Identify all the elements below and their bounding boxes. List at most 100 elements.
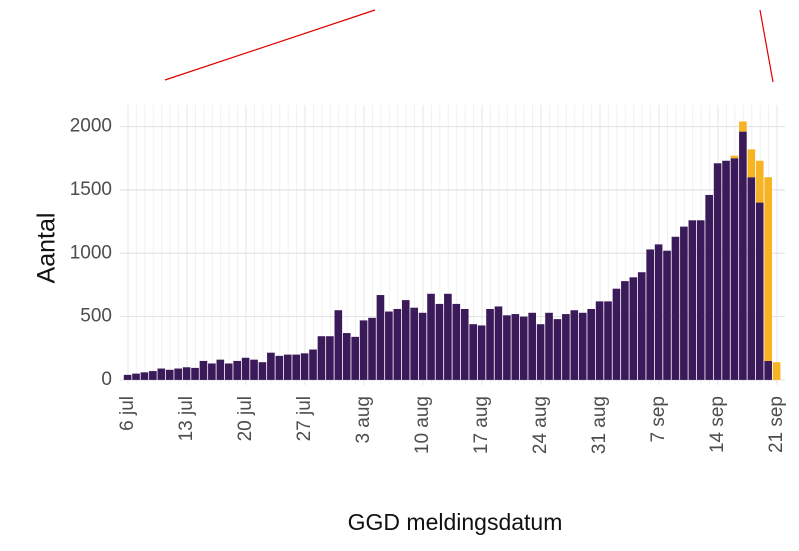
x-tick-label: 31 aug [589, 396, 610, 454]
bar [494, 306, 503, 380]
bar [519, 316, 528, 380]
x-tick-label: 27 jul [294, 396, 315, 441]
bar [326, 336, 334, 380]
labels: 0 500 1000 1500 2000 6 jul 13 jul 20 jul 27 jul 3… [70, 116, 787, 455]
bar [646, 249, 654, 380]
zoom-line [759, 9, 774, 83]
bar [755, 202, 764, 380]
bar [300, 353, 309, 380]
bar [359, 320, 368, 380]
bar [149, 371, 157, 380]
bar [208, 363, 216, 380]
x-tick-label: 6 jul [117, 396, 138, 431]
x-tick-label: 7 sep [648, 396, 669, 442]
bar [764, 177, 772, 361]
bars [123, 121, 781, 380]
bar [562, 314, 570, 380]
bar [258, 362, 267, 380]
bar [696, 220, 705, 380]
bar [680, 226, 688, 380]
zoom-line [164, 9, 376, 81]
bar [224, 363, 233, 380]
bar [739, 131, 747, 380]
bar [342, 333, 351, 380]
bar [418, 312, 427, 380]
bar [629, 277, 638, 380]
y-tick-label: 2000 [70, 116, 112, 137]
bar [351, 336, 359, 380]
bar [157, 368, 166, 380]
bar [578, 312, 587, 380]
bar [637, 272, 646, 380]
bar [511, 314, 520, 380]
bar [604, 301, 612, 380]
bar [182, 367, 191, 380]
bar [275, 355, 284, 380]
bar [191, 367, 199, 380]
bar [713, 163, 722, 380]
bar [435, 303, 444, 380]
y-tick-label: 1000 [70, 242, 112, 263]
bar [587, 308, 595, 380]
bar [368, 317, 376, 380]
bar [503, 315, 511, 380]
y-tick-label: 1500 [70, 179, 112, 200]
bar [671, 236, 680, 380]
x-tick-label: 14 sep [707, 396, 728, 453]
bar [755, 160, 764, 203]
bar [292, 354, 300, 380]
bar [123, 374, 132, 380]
bar [747, 149, 756, 178]
bar [570, 310, 579, 380]
bar [486, 308, 494, 380]
bar [165, 369, 174, 380]
bar [132, 373, 140, 380]
bar [663, 250, 671, 380]
bar [545, 312, 553, 380]
x-tick-label: 13 jul [176, 396, 197, 441]
bar [174, 368, 182, 380]
x-tick-label: 24 aug [530, 396, 551, 454]
x-tick-label: 17 aug [471, 396, 492, 454]
bar [553, 319, 562, 380]
bar [317, 336, 326, 380]
bar [452, 303, 461, 380]
x-axis-label: GGD meldingsdatum [348, 509, 563, 535]
x-tick-label: 3 aug [353, 396, 374, 444]
bar [140, 372, 149, 380]
bar [427, 293, 435, 380]
bar [334, 310, 343, 380]
bar [401, 300, 410, 380]
bar [460, 308, 469, 380]
bar [309, 349, 317, 380]
bar [764, 360, 772, 380]
bar [283, 354, 292, 380]
y-tick-label: 500 [80, 306, 112, 327]
x-tick-label: 21 sep [766, 396, 787, 453]
bar [250, 359, 258, 380]
bar [612, 288, 621, 380]
bar [376, 295, 385, 380]
bar [199, 360, 208, 380]
y-tick-label: 0 [101, 369, 112, 390]
bar [730, 155, 739, 159]
bar [393, 308, 402, 380]
bar [536, 324, 545, 380]
bar [654, 244, 663, 380]
bar [216, 359, 225, 380]
bar [688, 220, 697, 380]
bar [722, 160, 730, 380]
bar [730, 158, 739, 380]
bar [444, 293, 452, 380]
bar [469, 324, 477, 380]
bar [595, 301, 604, 380]
bar [410, 307, 418, 380]
bar [739, 121, 747, 132]
x-tick-label: 10 aug [412, 396, 433, 454]
bar [705, 194, 713, 380]
bar [477, 325, 486, 380]
bar [233, 360, 241, 380]
bar [747, 177, 756, 380]
bar [621, 281, 629, 380]
